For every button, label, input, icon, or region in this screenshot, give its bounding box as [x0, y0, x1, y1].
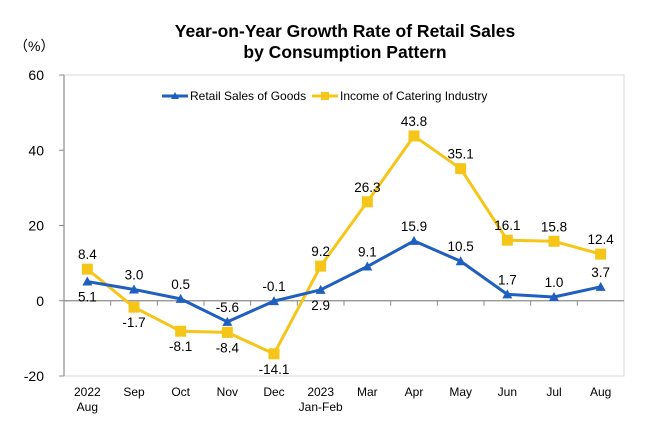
x-tick-label: May	[449, 385, 472, 399]
data-label: 2.9	[311, 298, 330, 313]
data-point-triangle	[222, 316, 233, 326]
data-label: -0.1	[262, 279, 285, 294]
y-tick-label: 20	[28, 218, 44, 234]
data-label: 15.9	[401, 219, 427, 234]
x-tick-label: Nov	[217, 385, 238, 399]
data-point-square	[128, 301, 140, 313]
x-tick-label: Jan-Feb	[299, 400, 343, 414]
x-tick-label: Apr	[405, 385, 424, 399]
data-label: 43.8	[401, 114, 427, 129]
x-tick-label: Jul	[546, 385, 561, 399]
data-label: 8.4	[78, 247, 97, 262]
x-tick-label: Dec	[263, 385, 284, 399]
x-tick-label: Aug	[590, 385, 611, 399]
data-point-triangle	[595, 281, 606, 291]
legend-label: Retail Sales of Goods	[190, 89, 306, 103]
data-point-triangle	[129, 284, 139, 294]
data-point-triangle	[315, 284, 326, 294]
x-tick-label: 2023	[307, 385, 334, 399]
data-point-square	[548, 235, 560, 247]
legend-item: Income of Catering Industry	[312, 89, 487, 103]
legend-marker-square-icon	[321, 92, 329, 100]
data-point-square	[595, 248, 607, 260]
data-point-square	[268, 348, 280, 360]
data-label: 10.5	[448, 239, 474, 254]
chart-title-line-2: by Consumption Pattern	[243, 42, 446, 62]
series-line	[87, 239, 601, 324]
y-tick-label: -20	[24, 368, 44, 384]
y-tick-label: 60	[28, 67, 44, 83]
data-label: 9.2	[311, 244, 330, 259]
data-label: 9.1	[358, 245, 377, 260]
chart-title-line-1: Year-on-Year Growth Rate of Retail Sales	[175, 21, 516, 41]
x-tick-label: Mar	[357, 385, 378, 399]
series-layer	[81, 130, 607, 360]
x-tick-label: 2022	[74, 385, 101, 399]
data-label: 1.0	[545, 275, 564, 290]
series-retail-goods	[82, 235, 606, 326]
legend-item: Retail Sales of Goods	[162, 89, 306, 103]
y-tick-label: 0	[36, 293, 44, 309]
y-tick-label: 40	[28, 142, 44, 158]
data-point-square	[408, 130, 420, 142]
x-tick-label: Oct	[171, 385, 190, 399]
data-label: 1.7	[498, 272, 517, 287]
data-label: 3.0	[125, 267, 144, 282]
data-point-square	[81, 263, 93, 275]
y-axis-unit-label: （%）	[14, 38, 54, 54]
x-tick-label: Jun	[498, 385, 517, 399]
data-point-square	[175, 325, 187, 337]
legend-marker-triangle-icon	[171, 92, 179, 99]
data-point-triangle	[455, 256, 466, 266]
data-label: -14.1	[259, 362, 290, 377]
series-catering	[81, 130, 607, 360]
data-label: -1.7	[122, 315, 145, 330]
data-point-triangle	[175, 293, 186, 303]
data-label: -5.6	[216, 300, 239, 315]
data-label: 15.8	[541, 219, 567, 234]
data-point-triangle	[549, 291, 559, 301]
data-point-square	[455, 163, 467, 175]
data-label: 12.4	[588, 232, 615, 247]
chart-title: Year-on-Year Growth Rate of Retail Sales…	[175, 21, 516, 62]
data-point-triangle	[82, 276, 93, 286]
data-point-square	[501, 234, 513, 246]
legend: Retail Sales of Goods Income of Catering …	[162, 89, 487, 103]
series-line	[86, 134, 602, 356]
legend-label: Income of Catering Industry	[340, 89, 487, 103]
x-tick-label: Aug	[77, 400, 98, 414]
data-point-triangle	[362, 261, 373, 271]
data-label: 35.1	[448, 147, 474, 162]
data-point-square	[361, 196, 373, 208]
data-point-square	[221, 326, 233, 338]
data-label: 16.1	[494, 218, 520, 233]
data-labels: 8.4 -1.7 -8.1 -8.4 -14.1 9.2 26.3 43.8 35.1 16.1 1…	[78, 114, 614, 377]
data-point-square	[315, 260, 327, 272]
data-label: -8.4	[216, 340, 240, 355]
x-tick-label: Sep	[123, 385, 145, 399]
data-point-triangle	[409, 235, 419, 245]
data-label: 3.7	[591, 265, 610, 280]
data-point-triangle	[502, 289, 513, 299]
data-label: 26.3	[354, 180, 380, 195]
data-label: -8.1	[169, 339, 192, 354]
data-label: 0.5	[171, 277, 190, 292]
data-point-triangle	[269, 296, 279, 306]
data-label: 5.1	[78, 290, 97, 305]
